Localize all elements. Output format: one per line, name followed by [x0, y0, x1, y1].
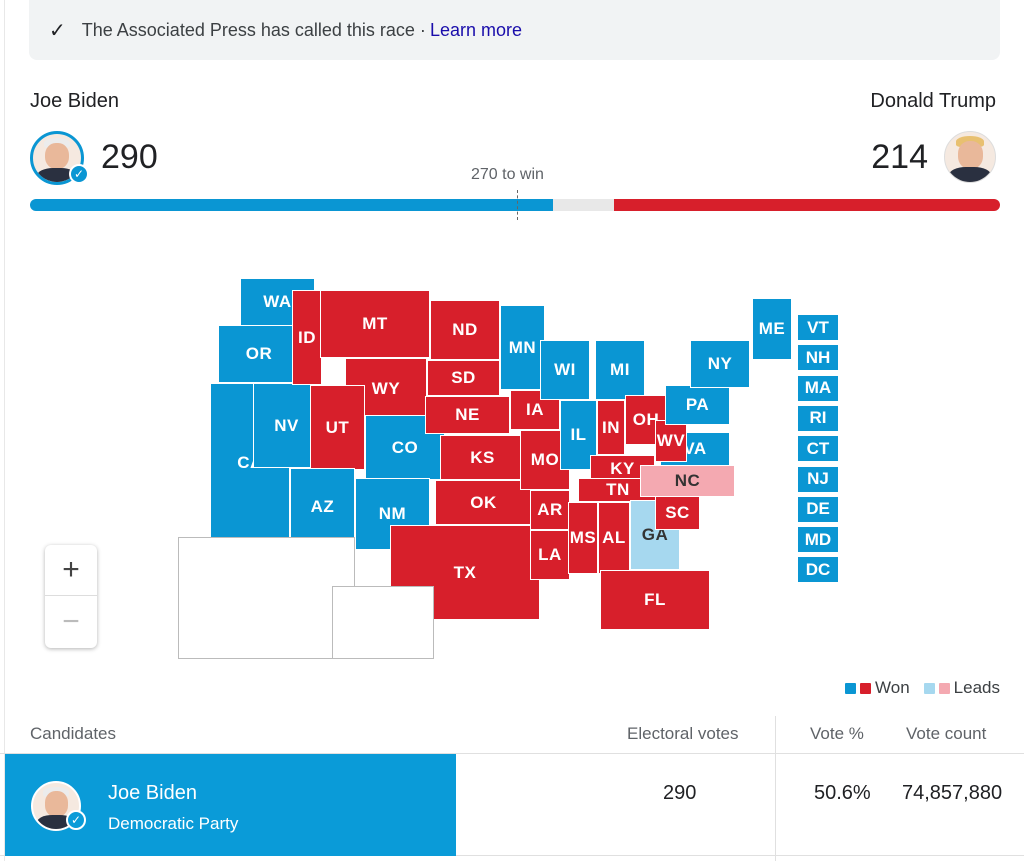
trump-avatar[interactable] — [944, 131, 996, 183]
state-mn[interactable]: MN — [500, 305, 545, 390]
state-md[interactable]: MD — [798, 527, 838, 553]
trump-electoral-count: 214 — [871, 138, 928, 176]
undecided-progress-bar — [552, 199, 615, 211]
270-to-win-label: 270 to win — [471, 166, 544, 183]
hawaii-inset — [332, 586, 434, 659]
header-rule — [0, 753, 1024, 754]
state-az[interactable]: AZ — [290, 468, 355, 546]
state-fl[interactable]: FL — [600, 570, 710, 630]
state-nd[interactable]: ND — [430, 300, 500, 360]
trump-name: Donald Trump — [870, 90, 996, 112]
row-party: Democratic Party — [108, 814, 239, 833]
state-ny[interactable]: NY — [690, 340, 750, 388]
banner-text: The Associated Press has called this rac… — [81, 19, 426, 40]
winner-check-icon: ✓ — [69, 164, 89, 184]
state-nc[interactable]: NC — [640, 465, 735, 497]
legend-won: Won — [875, 678, 910, 697]
state-nh[interactable]: NH — [798, 345, 838, 371]
state-pa[interactable]: PA — [665, 385, 730, 425]
biden-avatar[interactable] — [30, 131, 84, 185]
zoom-in-button[interactable]: + — [45, 545, 97, 596]
biden-electoral-count: 290 — [101, 138, 158, 176]
state-in[interactable]: IN — [597, 400, 625, 455]
state-nj[interactable]: NJ — [798, 466, 838, 492]
state-al[interactable]: AL — [598, 502, 630, 574]
state-sd[interactable]: SD — [427, 360, 500, 396]
state-de[interactable]: DE — [798, 496, 838, 522]
row-vote-count: 74,857,880 — [902, 782, 1003, 804]
row-electoral-votes: 290 — [663, 782, 697, 804]
state-wi[interactable]: WI — [540, 340, 590, 400]
table-divider — [775, 716, 776, 861]
state-ma[interactable]: MA — [798, 375, 838, 401]
state-or[interactable]: OR — [218, 325, 300, 383]
header-vote-count: Vote count — [906, 724, 987, 743]
dem-won-swatch — [845, 682, 857, 694]
header-candidates: Candidates — [30, 724, 117, 743]
state-id[interactable]: ID — [292, 290, 322, 385]
state-mi[interactable]: MI — [595, 340, 645, 400]
learn-more-link[interactable]: Learn more — [429, 19, 522, 40]
state-ms[interactable]: MS — [568, 502, 598, 574]
state-nv[interactable]: NV — [253, 383, 320, 468]
header-electoral-votes: Electoral votes — [627, 724, 739, 743]
header-vote-pct: Vote % — [810, 724, 864, 743]
state-ri[interactable]: RI — [798, 405, 838, 431]
row-biden-avatar — [31, 781, 81, 831]
state-dc[interactable]: DC — [798, 557, 838, 583]
biden-name: Joe Biden — [30, 90, 119, 112]
dem-progress-bar — [30, 199, 553, 211]
ap-called-banner: ✓ The Associated Press has called this r… — [29, 0, 1000, 60]
check-icon: ✓ — [49, 19, 66, 42]
table-row[interactable]: ✓ Joe Biden Democratic Party 290 50.6% 7… — [0, 754, 1024, 856]
map-legend: Won Leads — [845, 678, 1000, 698]
state-il[interactable]: IL — [560, 400, 597, 470]
state-ct[interactable]: CT — [798, 436, 838, 462]
state-ut[interactable]: UT — [310, 385, 365, 470]
state-vt[interactable]: VT — [798, 315, 838, 340]
state-ks[interactable]: KS — [440, 435, 525, 480]
rep-won-swatch — [860, 682, 872, 694]
state-ar[interactable]: AR — [530, 490, 570, 530]
state-wv[interactable]: WV — [655, 420, 687, 462]
legend-leads: Leads — [953, 678, 1000, 697]
state-me[interactable]: ME — [752, 298, 792, 360]
state-ne[interactable]: NE — [425, 396, 510, 434]
alaska-inset — [178, 537, 355, 659]
dem-leads-swatch — [923, 682, 935, 694]
state-sc[interactable]: SC — [655, 495, 700, 530]
270-threshold-marker — [516, 190, 518, 220]
state-mt[interactable]: MT — [320, 290, 430, 358]
rep-progress-bar — [614, 199, 1000, 211]
row-vote-pct: 50.6% — [814, 782, 871, 804]
zoom-out-button[interactable]: − — [62, 604, 80, 638]
row-candidate-name: Joe Biden — [108, 782, 197, 804]
row-winner-check-icon: ✓ — [66, 810, 86, 830]
rep-leads-swatch — [938, 682, 950, 694]
state-la[interactable]: LA — [530, 530, 570, 580]
panel-border — [4, 0, 5, 861]
state-ok[interactable]: OK — [435, 480, 532, 525]
map-zoom-controls: + − — [45, 545, 97, 648]
